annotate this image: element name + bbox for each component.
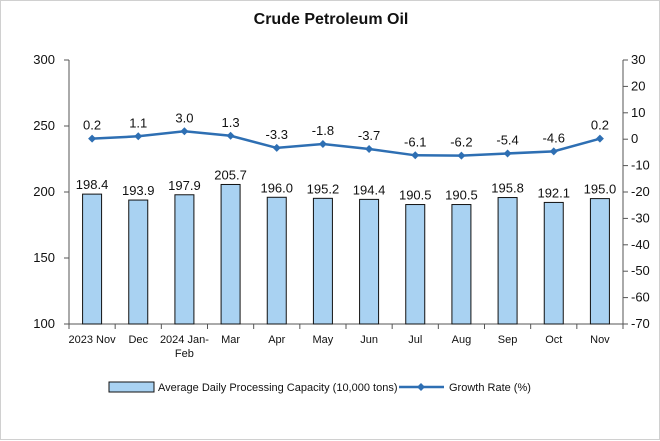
right-tick-label: 10 (631, 105, 645, 120)
bar-value-label: 205.7 (214, 167, 247, 182)
x-tick-label: 2023 Nov (69, 334, 117, 346)
bar-value-label: 195.8 (491, 181, 524, 196)
x-tick-label: Oct (545, 334, 562, 346)
x-tick-label: 2024 Jan- (160, 334, 209, 346)
growth-rate-label: -3.7 (358, 128, 380, 143)
x-tick-label: May (313, 334, 334, 346)
growth-rate-point (457, 151, 466, 160)
x-tick-label: Apr (268, 334, 285, 346)
growth-rate-label: 3.0 (175, 110, 193, 125)
legend-line-marker (417, 383, 425, 391)
bar (312, 197, 333, 325)
growth-rate-point (549, 147, 558, 156)
bar (405, 204, 426, 325)
growth-rate-label: -5.4 (496, 132, 518, 147)
bar (543, 201, 564, 325)
bar (128, 199, 149, 325)
left-tick-label: 150 (33, 250, 55, 265)
bar-value-label: 197.9 (168, 178, 201, 193)
right-tick-label: -60 (631, 290, 650, 305)
growth-rate-point (134, 132, 143, 141)
right-tick-label: -30 (631, 210, 650, 225)
growth-rate-point (272, 143, 281, 152)
x-tick-label: Mar (221, 334, 240, 346)
bar (266, 196, 287, 325)
bar-value-label: 193.9 (122, 183, 155, 198)
bar (589, 198, 610, 325)
growth-rate-label: 1.3 (222, 115, 240, 130)
growth-rate-point (226, 131, 235, 140)
chart-title: Crude Petroleum Oil (253, 11, 409, 28)
growth-rate-point (595, 134, 604, 143)
legend-bar-label: Average Daily Processing Capacity (10,00… (158, 382, 397, 394)
legend-bar-swatch (108, 381, 155, 393)
x-tick-label: Feb (175, 348, 194, 360)
left-tick-label: 200 (33, 184, 55, 199)
growth-rate-label: 1.1 (129, 115, 147, 130)
growth-rate-label: 0.2 (591, 118, 609, 133)
growth-rate-point (180, 127, 189, 136)
x-tick-label: Jul (408, 334, 422, 346)
right-tick-label: -10 (631, 158, 650, 173)
bar (451, 204, 472, 325)
right-tick-label: -20 (631, 184, 650, 199)
growth-rate-label: -6.1 (404, 134, 426, 149)
right-tick-label: -40 (631, 237, 650, 252)
bar-value-label: 195.2 (307, 181, 340, 196)
growth-rate-point (88, 134, 97, 143)
bar (359, 198, 380, 325)
left-tick-label: 300 (33, 52, 55, 67)
x-tick-label: Nov (590, 334, 610, 346)
x-tick-label: Dec (128, 334, 148, 346)
growth-rate-label: -3.3 (266, 127, 288, 142)
bar (82, 193, 103, 325)
bar-value-label: 190.5 (445, 188, 478, 203)
x-tick-label: Aug (452, 334, 472, 346)
left-tick-label: 100 (33, 316, 55, 331)
bar (220, 183, 241, 325)
right-tick-label: 30 (631, 52, 645, 67)
right-tick-label: -50 (631, 263, 650, 278)
growth-rate-label: -4.6 (543, 130, 565, 145)
growth-rate-label: -1.8 (312, 123, 334, 138)
bar (497, 197, 518, 325)
legend-line-label: Growth Rate (%) (449, 382, 531, 394)
growth-rate-line (92, 130, 601, 157)
right-tick-label: 0 (631, 131, 638, 146)
growth-rate-label: -6.2 (450, 135, 472, 150)
bar-value-label: 190.5 (399, 188, 432, 203)
bar-value-label: 192.1 (537, 185, 570, 200)
right-tick-label: -70 (631, 316, 650, 331)
right-tick-label: 20 (631, 78, 645, 93)
x-tick-label: Sep (498, 334, 518, 346)
growth-rate-point (318, 139, 327, 148)
bar-value-label: 195.0 (584, 182, 617, 197)
bar-value-label: 198.4 (76, 177, 109, 192)
growth-rate-label: 0.2 (83, 118, 101, 133)
left-tick-label: 250 (33, 118, 55, 133)
growth-rate-point (365, 144, 374, 153)
growth-rate-point (411, 151, 420, 160)
bar (174, 194, 195, 325)
x-tick-label: Jun (360, 334, 378, 346)
bar-value-label: 196.0 (260, 180, 293, 195)
bar-value-label: 194.4 (353, 182, 386, 197)
growth-rate-point (503, 149, 512, 158)
